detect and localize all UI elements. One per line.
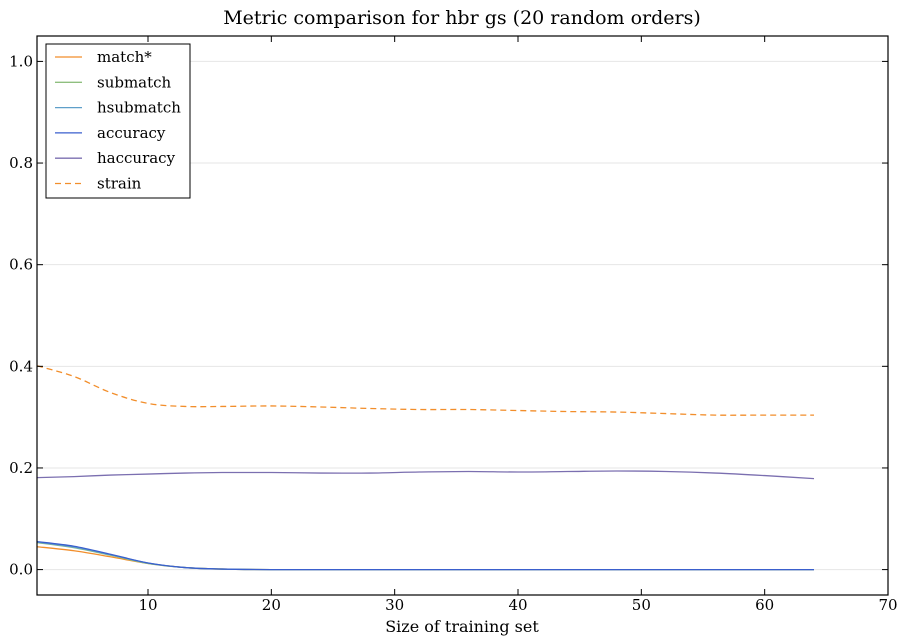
grid-lines xyxy=(37,60,888,571)
legend-label-submatch: submatch xyxy=(97,73,172,91)
x-tick-label-6: 70 xyxy=(878,596,897,614)
series-line-haccuracy xyxy=(36,470,815,480)
plot-frame-rect xyxy=(36,35,889,596)
legend-label-haccuracy: haccuracy xyxy=(97,149,176,167)
legend-label-match: match* xyxy=(97,48,152,66)
y-tick-label-4: 0.8 xyxy=(9,154,33,172)
axis-ticks: 10 20 30 40 50 60 70 0.0 0.2 0.4 0.6 0.8 1.0 xyxy=(9,36,898,614)
x-tick-label-0: 10 xyxy=(138,596,157,614)
legend-label-accuracy: accuracy xyxy=(97,124,166,142)
x-tick-label-5: 60 xyxy=(755,596,774,614)
x-tick-label-3: 40 xyxy=(508,596,527,614)
legend-box xyxy=(45,43,191,199)
x-tick-label-4: 50 xyxy=(632,596,651,614)
legend-label-hsubmatch: hsubmatch xyxy=(97,99,181,117)
x-tick-label-2: 30 xyxy=(385,596,404,614)
legend-label-strain: strain xyxy=(97,175,142,193)
y-tick-label-2: 0.4 xyxy=(9,357,33,375)
series-line-accuracy xyxy=(36,540,814,571)
legend: match* submatch hsubmatch accuracy haccuracy… xyxy=(45,43,191,199)
y-tick-label-3: 0.6 xyxy=(9,256,33,274)
x-tick-label-1: 20 xyxy=(262,596,281,614)
x-axis-label: Size of training set xyxy=(385,617,539,636)
series-line-strain xyxy=(36,365,814,416)
y-tick-label-5: 1.0 xyxy=(9,52,33,70)
y-tick-label-0: 0.0 xyxy=(9,561,33,579)
series-lines xyxy=(36,365,815,571)
y-tick-label-1: 0.2 xyxy=(9,459,33,477)
chart-title: Metric comparison for hbr gs (20 random … xyxy=(223,7,701,29)
plot-frame xyxy=(36,35,889,596)
